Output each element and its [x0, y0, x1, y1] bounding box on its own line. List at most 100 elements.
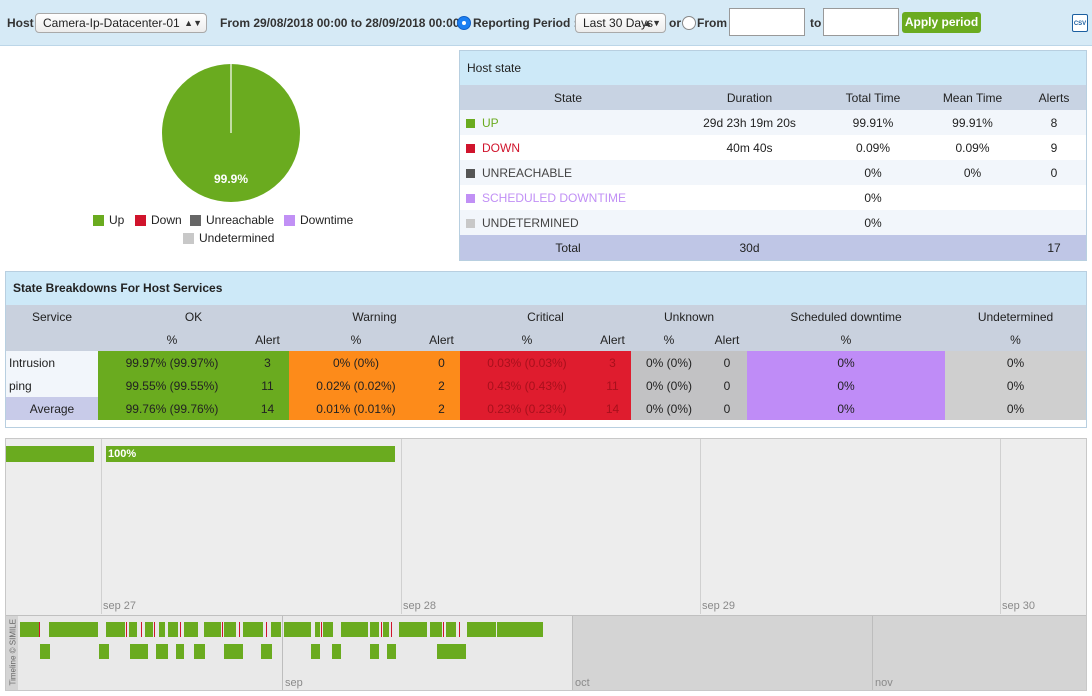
csv-export-icon[interactable]: CSV: [1072, 14, 1088, 32]
service-breakdown-panel: State Breakdowns For Host Services Servi…: [5, 271, 1087, 428]
col-critical: Critical: [460, 305, 632, 328]
overview-event: [437, 644, 466, 659]
period-select-value: Last 30 Days: [583, 16, 654, 30]
timeline-gridline: [700, 439, 701, 614]
overview-event: [129, 622, 137, 637]
overview-event: [159, 622, 165, 637]
band-gridline: [572, 616, 573, 690]
legend-swatch: [135, 214, 146, 226]
legend-swatch: [183, 232, 194, 244]
reporting-period-radio[interactable]: [457, 16, 471, 30]
service-row-intrusion: Intrusion 99.97% (99.97%) 3 0% (0%) 0 0.…: [6, 351, 1087, 374]
col-mean-time: Mean Time: [923, 85, 1022, 110]
band-gridline: [282, 616, 283, 690]
critical-pct: 0.23% (0.23%): [460, 397, 594, 420]
duration-cell: [676, 160, 823, 185]
overview-event: [194, 644, 205, 659]
overview-event: [383, 622, 389, 637]
state-name: UNDETERMINED: [460, 210, 676, 235]
timeline-gridline: [101, 439, 102, 614]
sub-header-row: % Alert % Alert % Alert % Alert % %: [6, 328, 1087, 351]
timeline-overview-band[interactable]: sep oct nov: [6, 615, 1086, 690]
col-service: Service: [6, 305, 98, 328]
custom-period-radio[interactable]: [682, 16, 696, 30]
legend-swatch: [190, 214, 201, 226]
service-name-link[interactable]: ping: [6, 374, 98, 397]
from-date-input[interactable]: [729, 8, 805, 36]
overview-event: [341, 622, 368, 637]
col-scheduled-downtime: Scheduled downtime: [747, 305, 946, 328]
col-duration: Duration: [676, 85, 823, 110]
ok-pct: 99.76% (99.76%): [98, 397, 246, 420]
date-range-text: From 29/08/2018 00:00 to 28/09/2018 00:0…: [220, 16, 460, 30]
availability-timeline[interactable]: 100% sep 27 sep 28 sep 29 sep 30 sep oct…: [5, 438, 1087, 691]
to-label: to: [810, 16, 822, 30]
state-name: UP: [460, 110, 676, 135]
host-state-row-undetermined: UNDETERMINED 0%: [460, 210, 1086, 235]
legend-label: Downtime: [300, 213, 354, 227]
timeline-tick: sep 30: [1002, 600, 1036, 612]
total-time-cell: 0%: [823, 160, 923, 185]
alerts-cell: [1022, 210, 1086, 235]
pie-label: 99.9%: [214, 172, 248, 186]
host-select[interactable]: Camera-Ip-Datacenter-01 ▲▼: [35, 13, 207, 33]
overview-critical-marker: [459, 622, 460, 637]
host-select-value: Camera-Ip-Datacenter-01: [43, 16, 180, 30]
overview-event: [261, 644, 272, 659]
overview-event: [399, 622, 427, 637]
sub-alert: Alert: [707, 328, 748, 351]
overview-critical-marker: [126, 622, 127, 637]
overview-event: [370, 622, 379, 637]
host-state-row-up: UP 29d 23h 19m 20s 99.91% 99.91% 8: [460, 110, 1086, 135]
service-breakdown-table: Service OK Warning Critical Unknown Sche…: [6, 305, 1087, 420]
total-time-cell: 0%: [823, 185, 923, 210]
col-total-time: Total Time: [823, 85, 923, 110]
timeline-tick: sep 27: [103, 600, 137, 612]
legend-item-undetermined: Undetermined: [183, 231, 274, 245]
overview-critical-marker: [141, 622, 142, 637]
overview-event: [156, 644, 168, 659]
unknown-alert: 0: [707, 397, 748, 420]
timeline-gridline: [1000, 439, 1001, 614]
critical-alert: 11: [594, 374, 632, 397]
legend-swatch: [93, 214, 104, 226]
overview-critical-marker: [266, 622, 267, 637]
sub-alert: Alert: [246, 328, 289, 351]
col-undetermined: Undetermined: [945, 305, 1087, 328]
timeline-tick: sep 29: [702, 600, 736, 612]
service-row-average: Average 99.76% (99.76%) 14 0.01% (0.01%)…: [6, 397, 1087, 420]
overview-event: [99, 644, 109, 659]
duration-cell: 29d 23h 19m 20s: [676, 110, 823, 135]
overview-critical-marker: [321, 622, 322, 637]
overview-critical-marker: [391, 622, 392, 637]
or-label: or: [669, 16, 681, 30]
legend-label: Undetermined: [199, 231, 275, 245]
total-time-cell: 0%: [823, 210, 923, 235]
overview-event: [168, 622, 178, 637]
warning-alert: 2: [423, 374, 460, 397]
overview-critical-marker: [381, 622, 382, 637]
unknown-alert: 0: [707, 351, 748, 374]
duration-cell: [676, 185, 823, 210]
period-select[interactable]: Last 30 Days ▲▼: [575, 13, 666, 33]
ok-pct: 99.55% (99.55%): [98, 374, 246, 397]
timeline-event-bar[interactable]: [6, 446, 94, 462]
overview-event: [145, 622, 153, 637]
band-tick: sep: [285, 677, 303, 689]
overview-event: [311, 644, 320, 659]
reporting-period-label: Reporting Period :: [473, 16, 578, 30]
apply-period-button[interactable]: Apply period: [902, 12, 981, 33]
total-label: Total: [460, 235, 676, 260]
host-state-row-scheduled-downtime: SCHEDULED DOWNTIME 0%: [460, 185, 1086, 210]
legend-item-downtime: Downtime: [284, 213, 353, 227]
timeline-event-bar[interactable]: 100%: [106, 446, 395, 462]
overview-event: [430, 622, 442, 637]
overview-event: [184, 622, 198, 637]
alerts-cell: 0: [1022, 160, 1086, 185]
warning-pct: 0.01% (0.01%): [289, 397, 423, 420]
ok-pct: 99.97% (99.97%): [98, 351, 246, 374]
to-date-input[interactable]: [823, 8, 899, 36]
overview-event: [370, 644, 379, 659]
service-name-link[interactable]: Intrusion: [6, 351, 98, 374]
overview-event: [49, 622, 98, 637]
